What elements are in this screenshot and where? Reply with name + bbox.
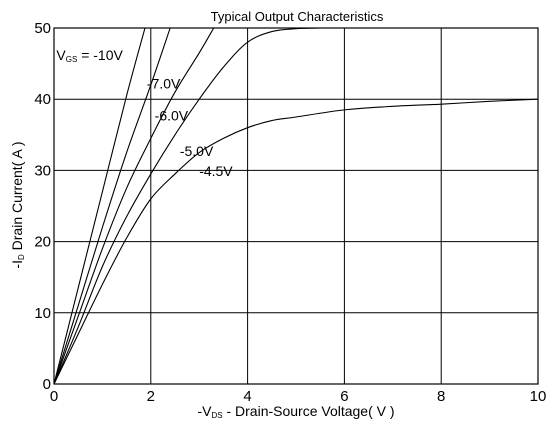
- curve-layer: [53, 27, 539, 385]
- series-line-vgs6-0v: [53, 27, 215, 385]
- series-line-vgs7-0v: [53, 27, 171, 385]
- tick-layer: 0 2 4 6 8 10 0 10 20 30 40 50: [34, 20, 546, 405]
- series-label-vgs10v: VGS = -10V: [56, 47, 123, 64]
- y-axis-label-prefix: -I: [9, 260, 25, 269]
- x-tick-label: 8: [437, 388, 445, 405]
- y-tick-label: 10: [34, 305, 51, 322]
- y-axis-label: -ID Drain Current( A ): [9, 141, 26, 268]
- y-tick-label: 30: [34, 162, 51, 179]
- series-line-vgs4-5v: [53, 98, 539, 385]
- x-tick-label: 6: [340, 388, 348, 405]
- curve-label-layer: VGS = -10V -7.0V -6.0V -5.0V -4.5V: [56, 47, 233, 179]
- x-axis-label-suffix: - Drain-Source Voltage( V ): [223, 403, 395, 419]
- y-tick-label: 40: [34, 91, 51, 108]
- x-axis-label-prefix: -V: [197, 403, 212, 419]
- x-axis-label-subscript: DS: [211, 411, 222, 420]
- y-tick-label: 20: [34, 234, 51, 251]
- grid-layer: [53, 27, 539, 385]
- y-axis-label-subscript: D: [17, 254, 26, 260]
- chart-title: Typical Output Characteristics: [211, 9, 384, 24]
- series-line-vgs10v: [53, 27, 146, 385]
- x-tick-label: 2: [147, 388, 155, 405]
- plot-frame: [53, 27, 539, 385]
- y-tick-label: 50: [34, 20, 51, 37]
- y-tick-label: 0: [43, 376, 51, 393]
- series-line-vgs5-0v: [53, 27, 321, 385]
- series-label-vgs4-5v: -4.5V: [199, 163, 233, 179]
- series-label-vgs5-0v: -5.0V: [180, 143, 214, 159]
- x-tick-label: 4: [243, 388, 251, 405]
- x-tick-label: 0: [50, 388, 58, 405]
- x-tick-label: 10: [530, 388, 547, 405]
- series-label-vgs6-0v: -6.0V: [155, 108, 189, 124]
- series-label-vgs7-0v: -7.0V: [147, 76, 181, 92]
- y-axis-label-suffix: Drain Current( A ): [9, 141, 25, 254]
- x-axis-label: -VDS - Drain-Source Voltage( V ): [197, 403, 394, 420]
